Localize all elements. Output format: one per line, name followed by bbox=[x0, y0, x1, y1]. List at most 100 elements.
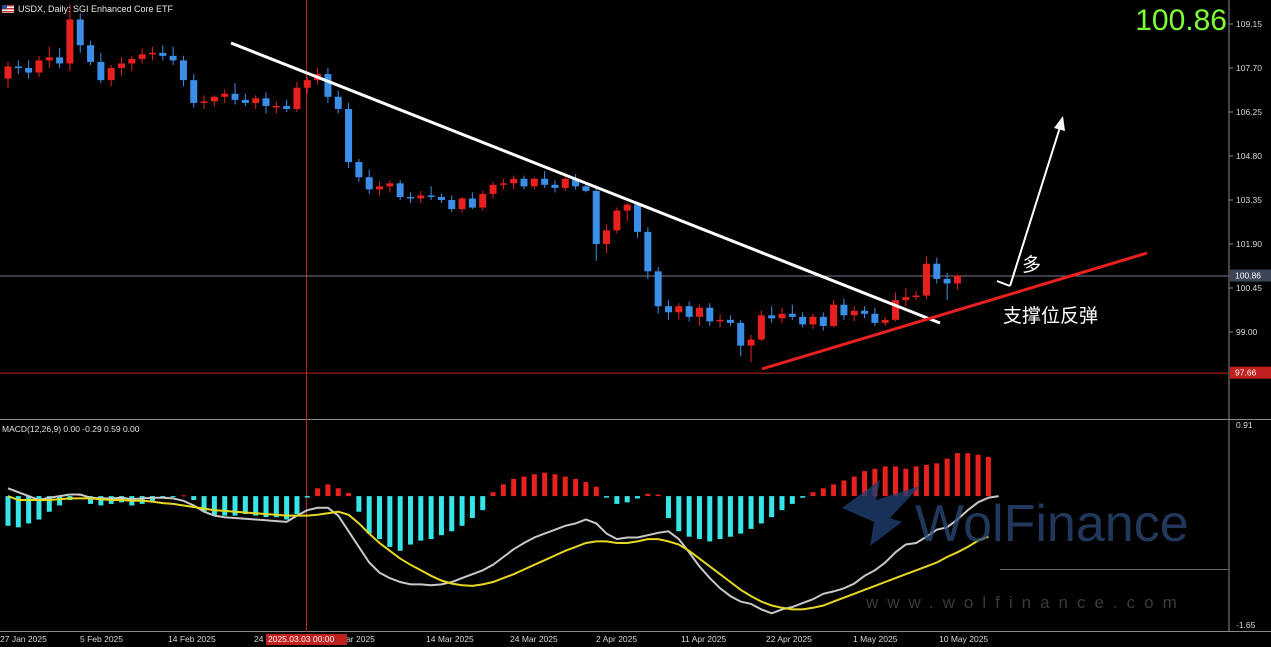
candle bbox=[747, 335, 755, 363]
candle bbox=[148, 46, 156, 61]
macd-histogram-bar bbox=[583, 482, 589, 497]
candle-body bbox=[634, 204, 642, 232]
candle-body bbox=[231, 93, 239, 100]
macd-histogram-bar bbox=[480, 496, 486, 511]
macd-histogram-bar bbox=[180, 495, 186, 497]
time-tick-label: 24 Mar 2025 bbox=[510, 634, 558, 644]
macd-histogram-bar bbox=[201, 496, 207, 512]
candle bbox=[943, 272, 951, 301]
candle-body bbox=[345, 108, 353, 163]
candle bbox=[427, 186, 435, 200]
candle bbox=[231, 83, 239, 105]
macd-histogram-bar bbox=[975, 454, 981, 497]
candle-body bbox=[603, 230, 611, 244]
candle-body bbox=[324, 74, 332, 97]
candle bbox=[138, 48, 146, 64]
candle-body bbox=[757, 315, 765, 340]
macd-histogram-bar bbox=[676, 496, 682, 532]
candle-body bbox=[912, 295, 920, 298]
candle-body bbox=[386, 183, 394, 187]
candle bbox=[695, 304, 703, 326]
macd-histogram-bar bbox=[88, 496, 94, 504]
trend-drawings bbox=[230, 41, 1148, 371]
candle bbox=[396, 180, 404, 200]
bull-arrow-head bbox=[1054, 116, 1065, 131]
candle bbox=[345, 102, 353, 169]
candle-body bbox=[365, 177, 373, 190]
candle bbox=[262, 92, 270, 114]
candle-body bbox=[695, 307, 703, 317]
candle bbox=[922, 256, 930, 299]
candle bbox=[499, 178, 507, 190]
wolf-logo-icon bbox=[842, 480, 920, 546]
macd-histogram-bar bbox=[500, 484, 506, 497]
macd-histogram-bar bbox=[242, 496, 248, 515]
candle-body bbox=[97, 61, 105, 81]
candle bbox=[737, 319, 745, 357]
candle bbox=[788, 304, 796, 320]
candle-body bbox=[768, 315, 776, 319]
candle-body bbox=[396, 183, 404, 197]
macd-histogram-bar bbox=[758, 496, 764, 524]
macd-histogram-bar bbox=[913, 466, 919, 497]
macd-histogram-bar bbox=[645, 493, 651, 497]
low-marker-label: 97.66 bbox=[1235, 368, 1257, 378]
candle bbox=[530, 177, 538, 190]
macd-histogram-bar bbox=[521, 476, 527, 497]
candle bbox=[685, 301, 693, 322]
time-tick-label: 14 Mar 2025 bbox=[426, 634, 474, 644]
candle bbox=[221, 89, 229, 103]
candle-body bbox=[747, 339, 755, 346]
main-price-panel bbox=[0, 0, 1271, 632]
candle-body bbox=[283, 105, 291, 109]
candle bbox=[35, 55, 43, 78]
candle bbox=[66, 4, 74, 72]
candle bbox=[272, 101, 280, 114]
macd-histogram-bar bbox=[57, 496, 63, 506]
time-tick-label: 5 Feb 2025 bbox=[80, 634, 123, 644]
candle-body bbox=[685, 306, 693, 317]
candle-body bbox=[892, 300, 900, 320]
candle bbox=[293, 81, 301, 112]
candle bbox=[376, 181, 384, 196]
macd-histogram-bar bbox=[232, 496, 238, 516]
macd-header: MACD(12,26,9) 0.00 -0.29 0.59 0.00 bbox=[2, 424, 140, 434]
macd-histogram-bar bbox=[5, 496, 11, 526]
candle bbox=[634, 203, 642, 238]
macd-histogram-bar bbox=[593, 486, 599, 497]
candle-body bbox=[592, 190, 600, 244]
price-tick-label: 106.25 bbox=[1236, 107, 1262, 117]
candle bbox=[241, 93, 249, 106]
macd-histogram-bar bbox=[304, 496, 310, 498]
macd-histogram-bar bbox=[717, 496, 723, 540]
macd-histogram-bar bbox=[862, 471, 868, 497]
candle bbox=[210, 95, 218, 106]
time-tick-label: 2 Apr 2025 bbox=[596, 634, 637, 644]
candle-body bbox=[14, 66, 22, 68]
candle-body bbox=[66, 19, 74, 64]
price-tick-label: 100.45 bbox=[1236, 283, 1262, 293]
time-tick-label: 1 May 2025 bbox=[853, 634, 898, 644]
support-trendline bbox=[761, 251, 1148, 371]
candle bbox=[840, 298, 848, 320]
macd-histogram-bar bbox=[36, 496, 42, 520]
macd-histogram-bar bbox=[191, 496, 197, 500]
candle bbox=[871, 307, 879, 326]
candle bbox=[87, 40, 95, 65]
candle-body bbox=[241, 99, 249, 103]
time-tick-label: Mar 2025 bbox=[339, 634, 375, 644]
macd-histogram-bar bbox=[531, 474, 537, 497]
macd-panel bbox=[5, 453, 1229, 615]
price-tick-label: 109.15 bbox=[1236, 19, 1262, 29]
candle bbox=[489, 181, 497, 199]
candle-body bbox=[788, 313, 796, 317]
price-tick-label: 101.90 bbox=[1236, 239, 1262, 249]
candle-body bbox=[35, 60, 43, 73]
candle-body bbox=[489, 184, 497, 194]
watermark-brand: WolFinance bbox=[915, 495, 1189, 553]
candle bbox=[603, 224, 611, 254]
watermark-url: www.wolfinance.com bbox=[866, 593, 1186, 612]
candle-body bbox=[922, 263, 930, 296]
candle bbox=[623, 203, 631, 222]
